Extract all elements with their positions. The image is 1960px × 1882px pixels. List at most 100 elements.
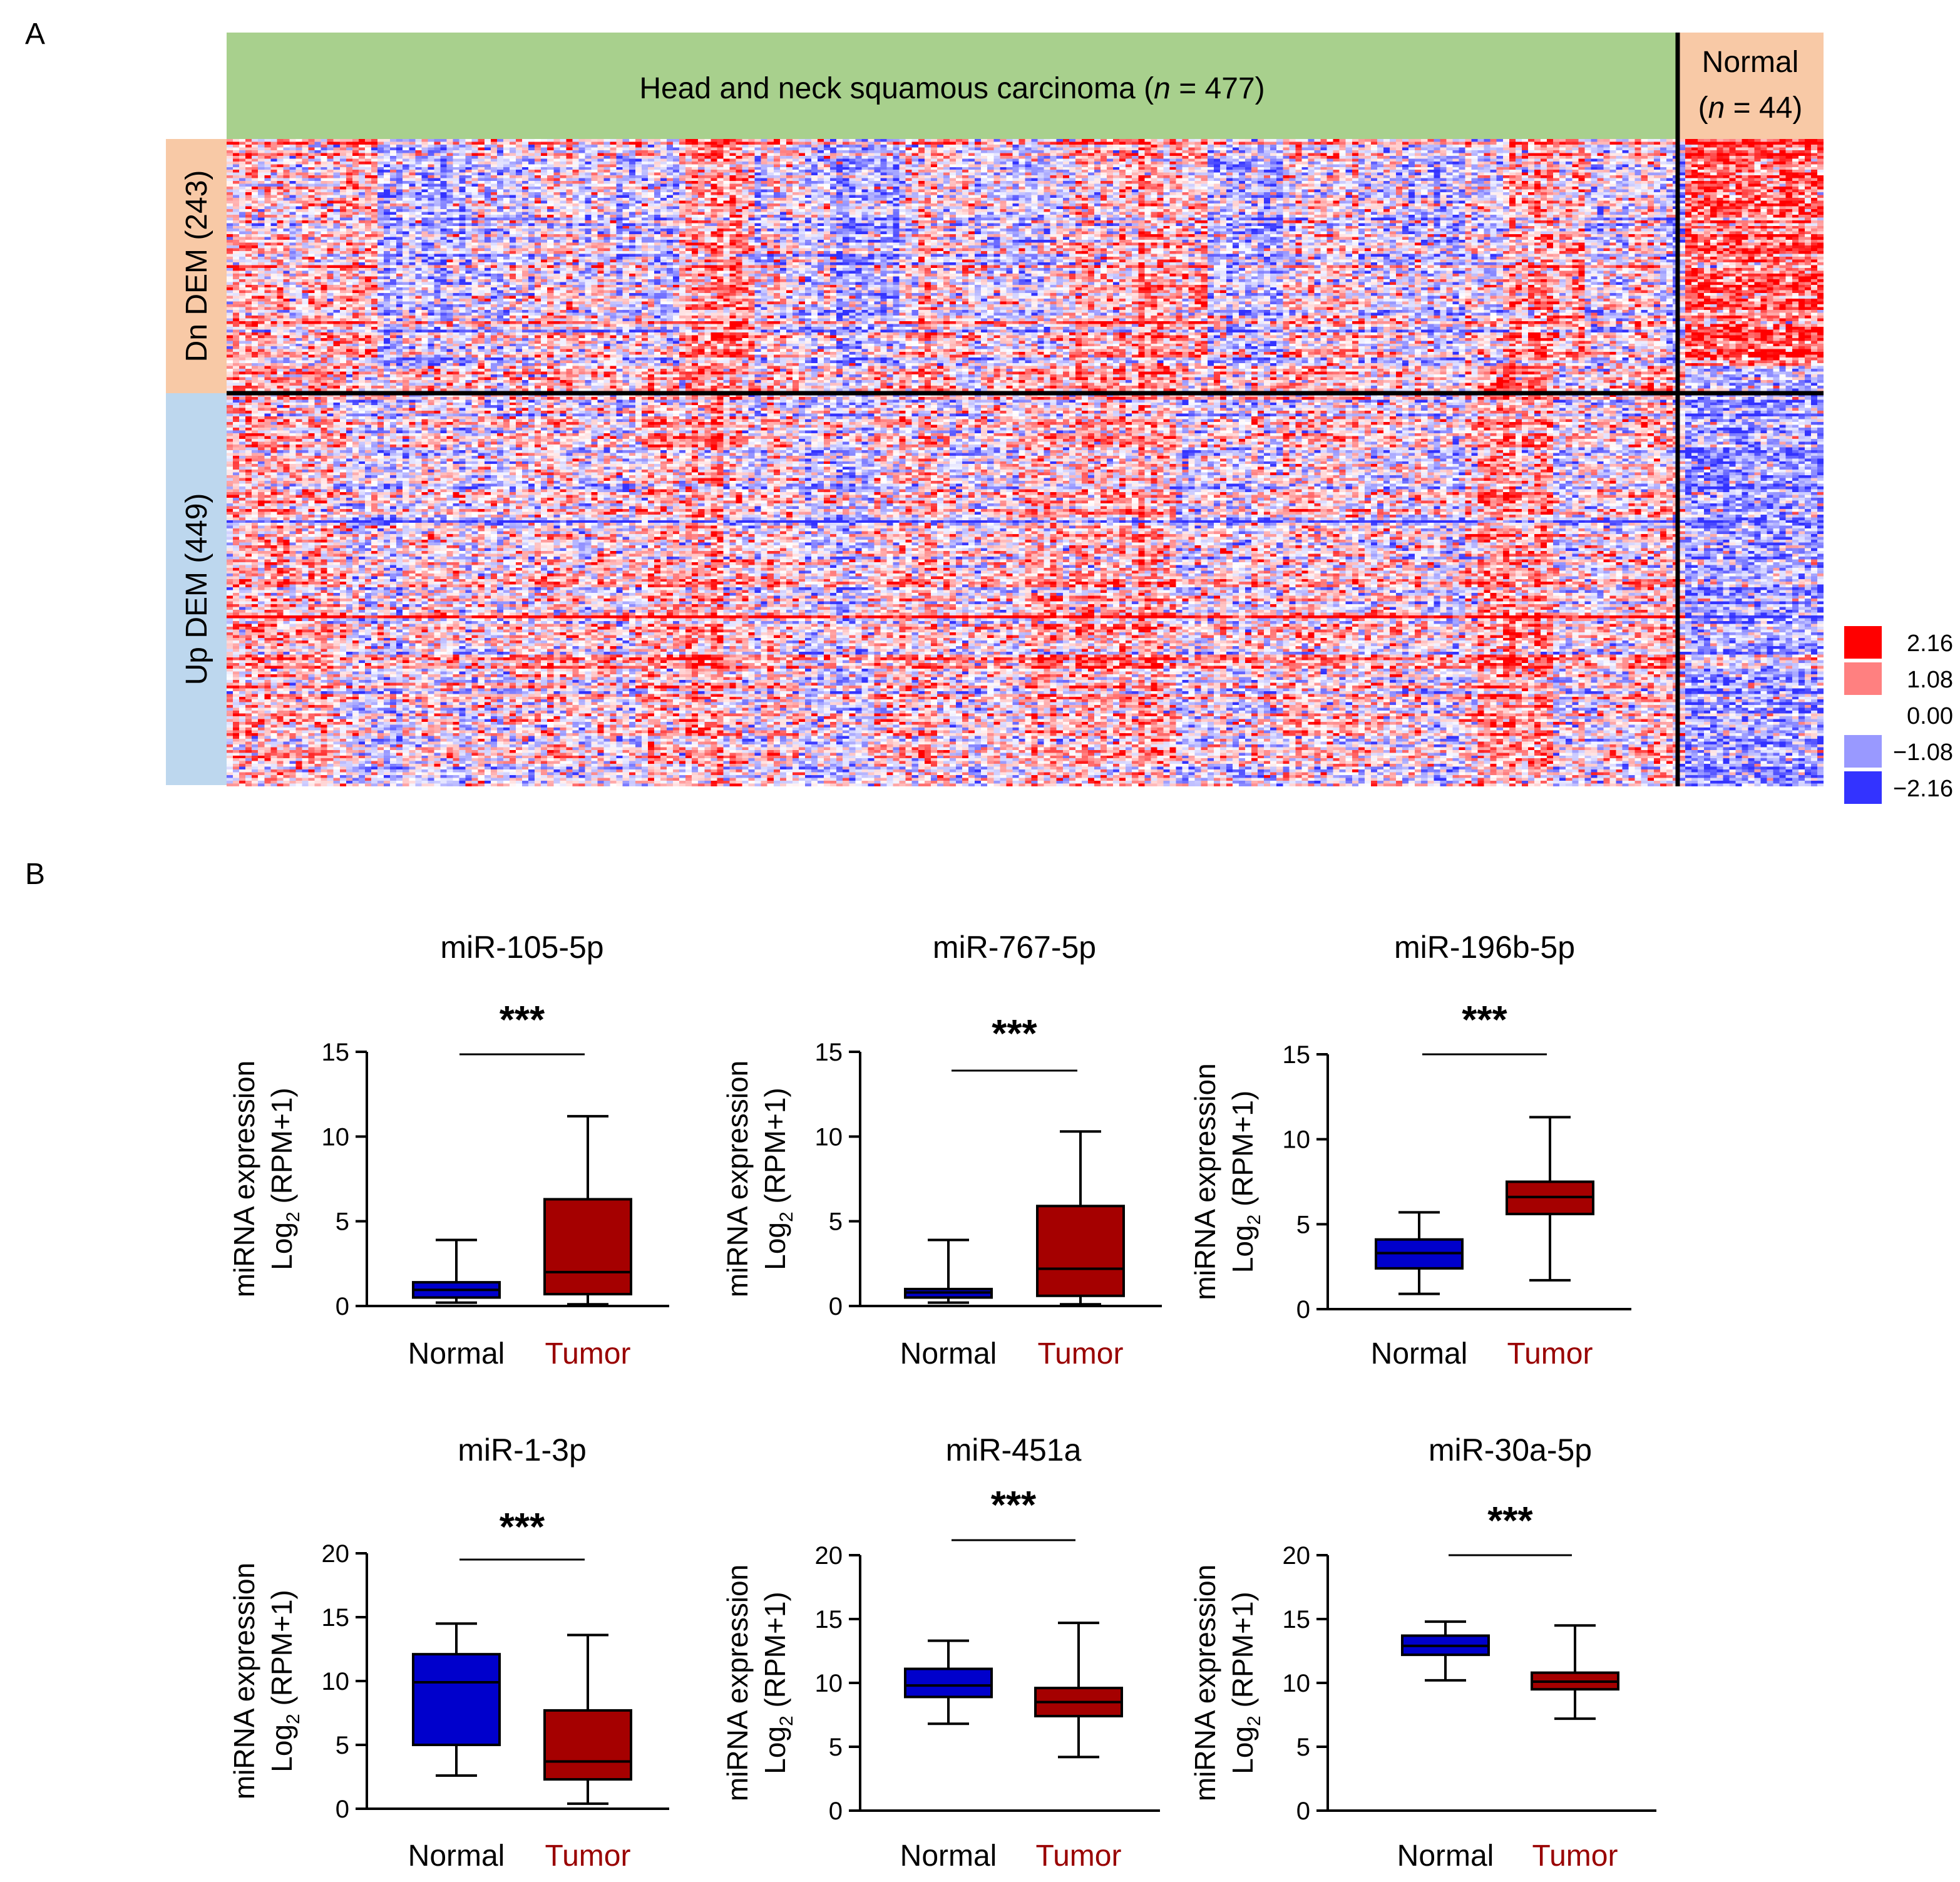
y-axis-label-line1: miRNA expression bbox=[228, 1563, 260, 1799]
boxplot-chart: miR-767-5p *** 0 5 10 15 miRNA expression Log2 … bbox=[721, 930, 1162, 1370]
boxplot-chart: miR-451a *** 0 5 10 15 20 miRNA expression Log2 … bbox=[721, 1432, 1160, 1873]
normal-box bbox=[904, 1667, 993, 1699]
y-axis-label-line1: miRNA expression bbox=[228, 1061, 260, 1297]
legend-swatch bbox=[1844, 662, 1882, 695]
y-tick-label: 15 bbox=[815, 1039, 843, 1066]
y-axis-label-line1: miRNA expression bbox=[721, 1061, 754, 1297]
y-tick-label: 5 bbox=[336, 1208, 349, 1236]
category-label-normal: Normal bbox=[900, 1839, 997, 1873]
tumor-box bbox=[543, 1198, 632, 1296]
y-tick-label: 0 bbox=[336, 1796, 349, 1823]
y-axis-label-line2: Log2 (RPM+1) bbox=[759, 1591, 797, 1774]
chart-title: miR-196b-5p bbox=[1394, 930, 1575, 965]
significance-stars: *** bbox=[1487, 1499, 1533, 1543]
y-tick-label: 5 bbox=[1296, 1211, 1310, 1238]
y-tick-label: 0 bbox=[829, 1797, 843, 1825]
y-tick-label: 15 bbox=[815, 1606, 843, 1633]
category-label-tumor: Tumor bbox=[1038, 1337, 1124, 1370]
y-tick-label: 0 bbox=[829, 1293, 843, 1320]
y-tick-label: 20 bbox=[322, 1540, 350, 1568]
y-tick-label: 20 bbox=[815, 1542, 843, 1570]
y-tick-label: 0 bbox=[1296, 1797, 1310, 1825]
y-tick-label: 10 bbox=[322, 1668, 350, 1695]
y-tick-label: 5 bbox=[829, 1734, 843, 1761]
y-tick-label: 10 bbox=[1283, 1670, 1311, 1697]
chart-title: miR-451a bbox=[946, 1432, 1082, 1468]
legend-label: −1.08 bbox=[1893, 739, 1953, 766]
normal-group-n-symbol: n bbox=[1708, 91, 1725, 125]
legend-label: 2.16 bbox=[1907, 630, 1953, 657]
boxplot-chart: miR-105-5p *** 0 5 10 15 miRNA expression Log2 … bbox=[228, 930, 669, 1370]
y-axis-label-line2: Log2 (RPM+1) bbox=[265, 1590, 304, 1772]
y-tick-label: 5 bbox=[336, 1732, 349, 1759]
dn-dem-label: Dn DEM (243) bbox=[180, 170, 213, 363]
y-tick-label: 10 bbox=[322, 1123, 350, 1151]
y-axis-label-line2: Log2 (RPM+1) bbox=[1226, 1091, 1265, 1273]
tumor-group-label: Head and neck squamous carcinoma (n = 47… bbox=[639, 72, 1265, 105]
up-dem-label: Up DEM (449) bbox=[180, 493, 213, 686]
y-tick-label: 15 bbox=[1283, 1041, 1311, 1069]
y-tick-label: 15 bbox=[1283, 1606, 1311, 1633]
y-axis-label-line1: miRNA expression bbox=[1189, 1063, 1221, 1300]
chart-title: miR-30a-5p bbox=[1429, 1432, 1592, 1468]
category-label-normal: Normal bbox=[1397, 1839, 1494, 1873]
y-axis-label-line2: Log2 (RPM+1) bbox=[1226, 1591, 1265, 1774]
normal-group-name: Normal bbox=[1702, 46, 1799, 79]
panel-a-label: A bbox=[25, 18, 45, 51]
normal-group-n-value: = 44 bbox=[1733, 91, 1793, 125]
y-tick-label: 5 bbox=[1296, 1734, 1310, 1761]
category-label-tumor: Tumor bbox=[545, 1337, 631, 1370]
y-tick-label: 10 bbox=[815, 1670, 843, 1697]
y-tick-label: 10 bbox=[815, 1123, 843, 1151]
y-axis-label-line1: miRNA expression bbox=[721, 1565, 754, 1801]
normal-group-band bbox=[1678, 33, 1824, 139]
significance-stars: *** bbox=[992, 1012, 1037, 1056]
category-label-normal: Normal bbox=[408, 1337, 505, 1370]
significance-stars: *** bbox=[500, 999, 545, 1042]
y-tick-label: 5 bbox=[829, 1208, 843, 1236]
normal-box bbox=[412, 1653, 501, 1746]
boxplot-chart: miR-196b-5p *** 0 5 10 15 miRNA expression Log2… bbox=[1189, 930, 1631, 1370]
tumor-group-name: Head and neck squamous carcinoma bbox=[639, 72, 1136, 105]
legend-swatch bbox=[1844, 735, 1882, 768]
heatmap-matrix bbox=[227, 139, 1824, 786]
legend-label: 1.08 bbox=[1907, 667, 1953, 693]
y-tick-label: 0 bbox=[1296, 1296, 1310, 1324]
legend-label: 0.00 bbox=[1907, 703, 1953, 729]
chart-title: miR-105-5p bbox=[440, 930, 603, 965]
category-label-normal: Normal bbox=[408, 1839, 505, 1873]
heatmap-cells bbox=[227, 139, 1824, 786]
significance-stars: *** bbox=[500, 1506, 545, 1549]
category-label-tumor: Tumor bbox=[1532, 1839, 1618, 1873]
category-label-normal: Normal bbox=[900, 1337, 997, 1370]
y-tick-label: 15 bbox=[322, 1039, 350, 1066]
tumor-group-n-value: = 477 bbox=[1179, 72, 1255, 105]
y-axis-label-line1: miRNA expression bbox=[1189, 1565, 1221, 1801]
y-tick-label: 10 bbox=[1283, 1126, 1311, 1154]
boxplot-chart: miR-1-3p *** 0 5 10 15 20 miRNA expression Log2 … bbox=[228, 1432, 669, 1873]
color-legend: 2.16 1.08 0.00 −1.08 −2.16 bbox=[1844, 626, 1953, 804]
tumor-group-band bbox=[227, 33, 1678, 139]
legend-swatch bbox=[1844, 626, 1882, 659]
dn-dem-band bbox=[166, 139, 227, 393]
heatmap-panel: Head and neck squamous carcinoma (n = 47… bbox=[166, 33, 1953, 804]
y-tick-label: 15 bbox=[322, 1604, 350, 1632]
up-dem-band bbox=[166, 393, 227, 785]
legend-swatch bbox=[1844, 699, 1882, 731]
category-label-normal: Normal bbox=[1371, 1337, 1468, 1370]
significance-stars: *** bbox=[991, 1484, 1037, 1527]
panel-b-label: B bbox=[25, 858, 45, 891]
significance-stars: *** bbox=[1462, 999, 1507, 1042]
tumor-box bbox=[1036, 1205, 1125, 1297]
legend-swatch bbox=[1844, 771, 1882, 804]
boxplot-chart: miR-30a-5p *** 0 5 10 15 20 miRNA expression Log… bbox=[1189, 1432, 1656, 1873]
y-tick-label: 20 bbox=[1283, 1542, 1311, 1570]
legend-label: −2.16 bbox=[1893, 776, 1953, 802]
tumor-group-n-symbol: n bbox=[1154, 72, 1171, 105]
tumor-box bbox=[543, 1709, 632, 1781]
y-tick-label: 0 bbox=[336, 1293, 349, 1320]
category-label-tumor: Tumor bbox=[545, 1839, 631, 1873]
chart-title: miR-767-5p bbox=[933, 930, 1096, 965]
